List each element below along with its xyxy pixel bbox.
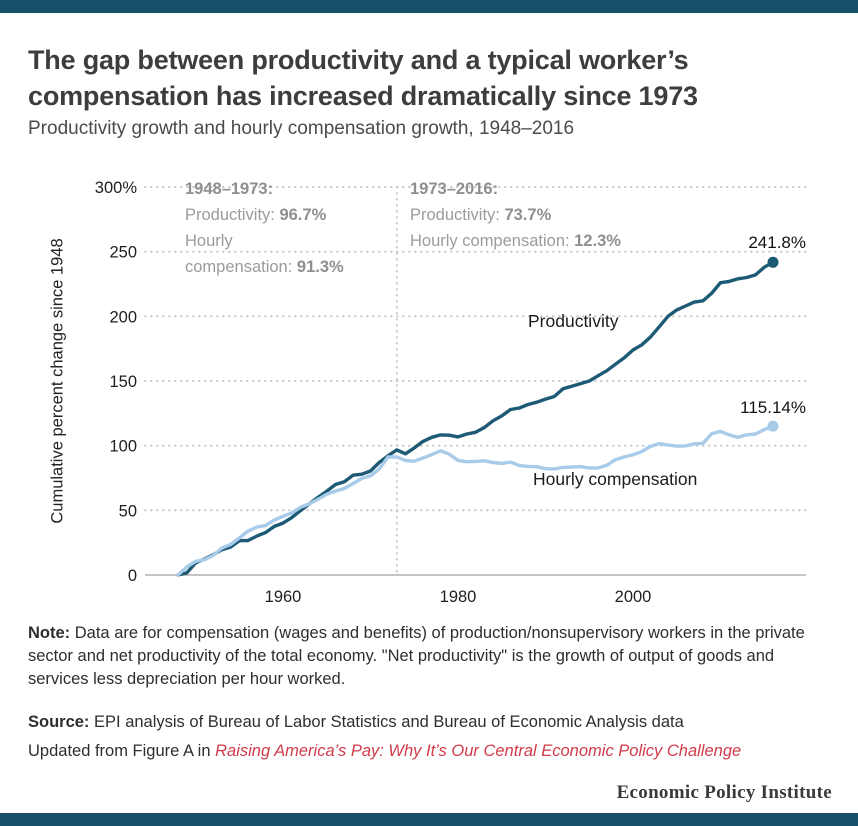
report-link[interactable]: Raising America’s Pay: Why It’s Our Cent… (215, 742, 742, 760)
productivity-line-label: Productivity (528, 311, 619, 331)
note-label: Note: (28, 624, 71, 642)
x-tick-label: 1980 (440, 588, 477, 606)
compensation-end-value: 115.14% (740, 398, 806, 417)
annotation-period: 1948–1973: (185, 180, 274, 198)
y-tick-label: 150 (109, 373, 137, 391)
source-body: EPI analysis of Bureau of Labor Statisti… (89, 713, 684, 731)
annotation-productivity-value: 73.7% (504, 206, 552, 224)
y-tick-label: 250 (109, 244, 137, 262)
x-tick-label: 2000 (615, 588, 652, 606)
top-accent-bar (0, 0, 858, 13)
annotation-compensation-value: 91.3% (296, 258, 344, 276)
hourly-compensation-end-dot (767, 420, 779, 432)
annotation-compensation-label-1: Hourly (185, 232, 233, 250)
annotation-compensation-value: 12.3% (574, 232, 621, 250)
productivity-end-dot (767, 256, 779, 268)
page-subtitle: Productivity growth and hourly compensat… (28, 118, 575, 139)
source-text: Source: EPI analysis of Bureau of Labor … (28, 711, 834, 734)
bottom-accent-bar (0, 813, 858, 826)
y-tick-label: 50 (119, 502, 137, 520)
productivity-end-value: 241.8% (748, 233, 806, 252)
annotation-productivity-value: 96.7% (279, 206, 327, 224)
chart-canvas: 300% 250 200 150 100 50 0 1960 1980 2000 (95, 179, 807, 606)
page-title-line1: The gap between productivity and a typic… (28, 45, 689, 75)
annotation-productivity-row: Productivity: 96.7% (185, 202, 400, 228)
annotation-compensation-label-2: compensation: (185, 258, 297, 276)
note-text: Note: Data are for compensation (wages a… (28, 622, 834, 691)
y-tick-label: 0 (128, 567, 137, 585)
annotation-1973-2016: 1973–2016: Productivity: 73.7% Hourly co… (410, 176, 710, 254)
annotation-compensation-label: Hourly compensation: (410, 232, 575, 250)
compensation-line-label: Hourly compensation (533, 469, 698, 489)
page-title: The gap between productivity and a typic… (28, 42, 838, 114)
annotation-heading: 1973–2016: (410, 176, 710, 202)
updated-text: Updated from Figure A in Raising America… (28, 742, 834, 761)
note-body: Data are for compensation (wages and ben… (28, 624, 805, 688)
annotation-compensation-row-1: Hourly (185, 228, 400, 254)
annotation-productivity-row: Productivity: 73.7% (410, 202, 710, 228)
hourly-compensation-line (176, 424, 775, 577)
y-tick-label: 300% (95, 179, 138, 197)
annotation-1948-1973: 1948–1973: Productivity: 96.7% Hourly co… (185, 176, 400, 280)
productivity-line (176, 260, 775, 577)
epi-brand: Economic Policy Institute (616, 782, 832, 803)
page-title-line2: compensation has increased dramatically … (28, 81, 698, 111)
updated-prefix: Updated from Figure A in (28, 742, 216, 760)
annotation-period: 1973–2016: (410, 180, 499, 198)
annotation-compensation-row-2: compensation: 91.3% (185, 254, 400, 280)
y-tick-label: 100 (109, 438, 137, 456)
annotation-productivity-label: Productivity: (185, 206, 280, 224)
annotation-compensation-row: Hourly compensation: 12.3% (410, 228, 710, 254)
source-label: Source: (28, 713, 90, 731)
annotation-productivity-label: Productivity: (410, 206, 505, 224)
x-tick-label: 1960 (265, 588, 302, 606)
y-tick-label: 200 (109, 308, 137, 326)
annotation-heading: 1948–1973: (185, 176, 400, 202)
